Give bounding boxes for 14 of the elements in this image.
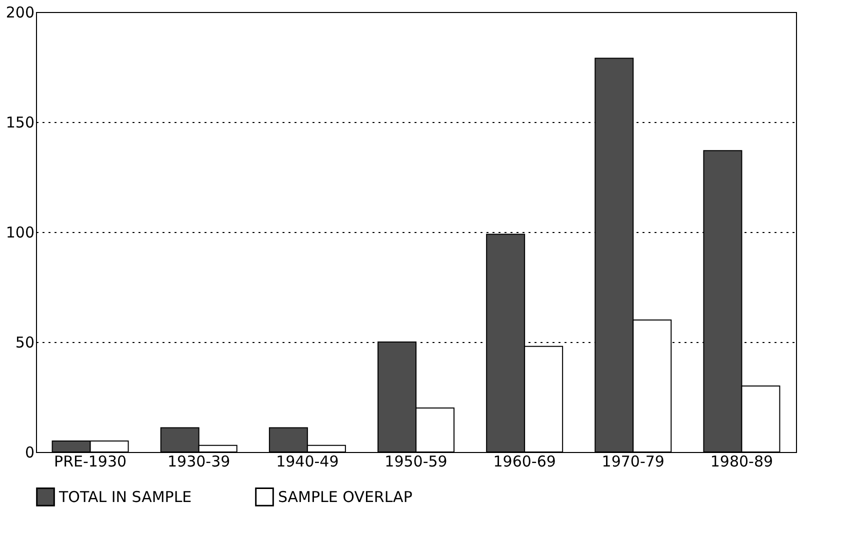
x-tick-label: 1930-39 (168, 452, 230, 470)
x-tick-label: PRE-1930 (54, 452, 127, 470)
y-tick-label: 200 (6, 4, 34, 22)
y-tick-label: 50 (15, 334, 34, 352)
x-tick-label: 1970-79 (602, 452, 664, 470)
y-tick-label: 0 (24, 444, 34, 462)
x-tick-label: 1960-69 (493, 452, 556, 470)
x-tick-label: 1980-89 (710, 452, 774, 470)
legend-label: SAMPLE OVERLAP (278, 488, 412, 506)
x-tick-label: 1950-59 (384, 452, 448, 470)
legend-label: TOTAL IN SAMPLE (58, 488, 192, 506)
x-tick-label: 1940-49 (276, 452, 339, 470)
y-tick-label: 100 (6, 224, 34, 242)
y-tick-label: 150 (6, 114, 34, 132)
